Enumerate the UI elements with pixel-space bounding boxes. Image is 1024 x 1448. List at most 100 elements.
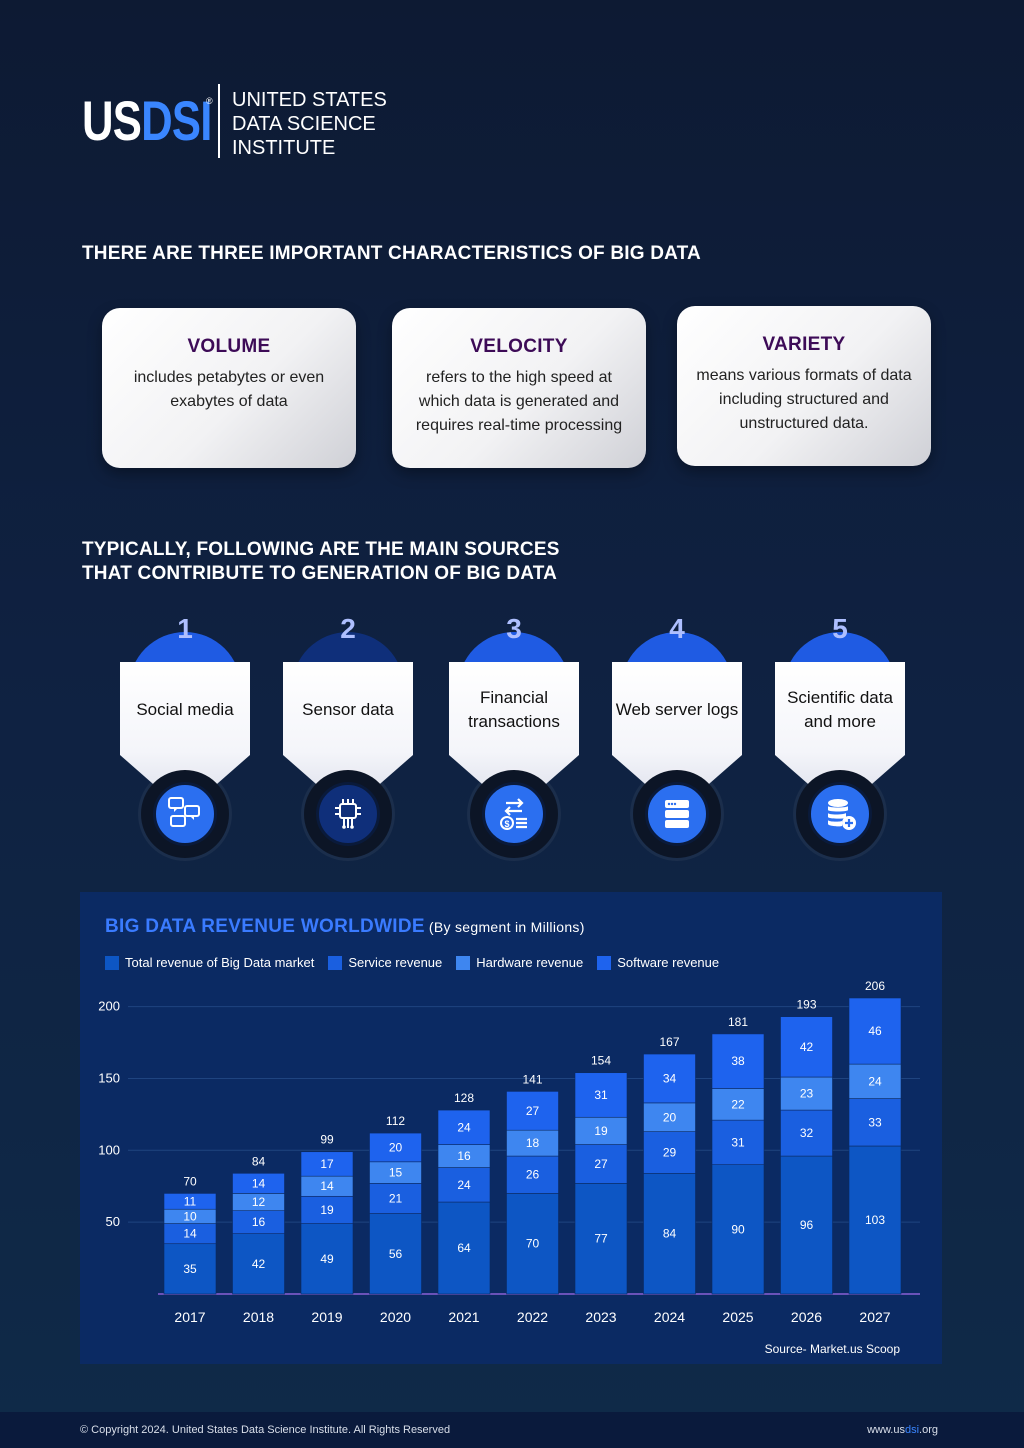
footer-website-link[interactable]: www.usdsi.org bbox=[867, 1424, 938, 1436]
legend-swatch bbox=[456, 955, 471, 970]
bar-segment bbox=[643, 1053, 696, 1104]
bar-value-label: 90 bbox=[731, 1222, 745, 1236]
card-title: VOLUME bbox=[187, 336, 271, 357]
bar-total-label: 70 bbox=[183, 1174, 197, 1188]
source-label: Web server logs bbox=[615, 700, 739, 719]
bar-value-label: 20 bbox=[389, 1140, 403, 1154]
bar-segment bbox=[300, 1223, 354, 1295]
chart-title: BIG DATA REVENUE WORLDWIDE (By segment in… bbox=[105, 916, 585, 938]
bar-segment bbox=[711, 1033, 765, 1089]
bar-total-label: 206 bbox=[865, 979, 885, 993]
source-scientific-data: 5 Scientific data and more bbox=[775, 612, 905, 862]
bar-total-label: 193 bbox=[796, 998, 816, 1012]
bar-segment bbox=[369, 1183, 422, 1214]
characteristics-heading: THERE ARE THREE IMPORTANT CHARACTERISTIC… bbox=[82, 243, 701, 264]
sources-heading: TYPICALLY, FOLLOWING ARE THE MAIN SOURCE… bbox=[82, 538, 560, 586]
bar-value-label: 20 bbox=[663, 1110, 677, 1124]
logo-line-3: INSTITUTE bbox=[232, 137, 336, 159]
bar-value-label: 24 bbox=[457, 1120, 471, 1134]
legend-item: Service revenue bbox=[328, 955, 442, 970]
x-tick-label: 2022 bbox=[517, 1309, 548, 1325]
chat-bubbles-icon bbox=[153, 782, 217, 846]
bar-segment bbox=[232, 1233, 285, 1295]
bar-segment bbox=[163, 1193, 217, 1210]
bar-value-label: 42 bbox=[252, 1257, 266, 1271]
source-label: Social media bbox=[136, 700, 234, 719]
card-body: includes petabytes or even exabytes of d… bbox=[133, 369, 325, 410]
source-label: Sensor data bbox=[302, 700, 394, 719]
bar-segment bbox=[437, 1109, 491, 1145]
bar-segment bbox=[300, 1151, 354, 1177]
bar-value-label: 27 bbox=[526, 1104, 540, 1118]
source-web-server-logs: 4 Web server logs bbox=[612, 612, 742, 862]
bar-value-label: 14 bbox=[183, 1227, 197, 1241]
bar-segment bbox=[780, 1016, 833, 1078]
footer-copyright: © Copyright 2024. United States Data Sci… bbox=[80, 1424, 451, 1436]
money-transfer-icon: $ bbox=[482, 782, 546, 846]
bar-segment bbox=[574, 1116, 628, 1145]
bar-total-label: 141 bbox=[522, 1072, 542, 1086]
card-velocity: VELOCITY refers to the high speed at whi… bbox=[392, 308, 646, 468]
bar-segment bbox=[711, 1119, 765, 1165]
card-title: VARIETY bbox=[762, 334, 846, 355]
bar-total-label: 112 bbox=[386, 1114, 405, 1128]
bar-total-label: 99 bbox=[320, 1133, 334, 1147]
bar-value-label: 24 bbox=[868, 1074, 882, 1088]
bar-value-label: 31 bbox=[594, 1088, 608, 1102]
legend-label: Total revenue of Big Data market bbox=[125, 955, 315, 970]
source-number: 2 bbox=[340, 613, 356, 644]
x-tick-label: 2026 bbox=[791, 1309, 822, 1325]
legend-item: Total revenue of Big Data market bbox=[105, 955, 314, 970]
site-suffix: .org bbox=[919, 1424, 938, 1436]
bar-segment bbox=[711, 1088, 765, 1121]
source-number: 3 bbox=[506, 613, 522, 644]
site-prefix: www.us bbox=[867, 1424, 905, 1436]
bar-value-label: 16 bbox=[457, 1149, 471, 1163]
bar-segment bbox=[643, 1102, 696, 1132]
source-financial-transactions: 3 Financial transactions $ bbox=[449, 612, 579, 862]
bar-value-label: 77 bbox=[594, 1232, 608, 1246]
bar-value-label: 27 bbox=[594, 1157, 608, 1171]
bar-value-label: 46 bbox=[868, 1024, 882, 1038]
source-social-media: 1 Social media bbox=[120, 612, 250, 862]
chart-source: Source- Market.us Scoop bbox=[764, 1342, 900, 1356]
bar-value-label: 34 bbox=[663, 1071, 677, 1085]
bar-value-label: 56 bbox=[389, 1247, 403, 1261]
bar-value-label: 70 bbox=[526, 1237, 540, 1251]
legend-label: Hardware revenue bbox=[476, 955, 584, 970]
bar-segment bbox=[643, 1173, 696, 1295]
bar-segment bbox=[163, 1243, 217, 1295]
card-volume: VOLUME includes petabytes or even exabyt… bbox=[102, 308, 356, 468]
y-tick-label: 200 bbox=[98, 999, 120, 1014]
bar-segment bbox=[574, 1144, 628, 1184]
logo-line-2: DATA SCIENCE bbox=[232, 113, 376, 135]
bar-value-label: 21 bbox=[389, 1191, 403, 1205]
revenue-chart-panel: BIG DATA REVENUE WORLDWIDE (By segment in… bbox=[80, 892, 942, 1364]
card-body: means various formats of data including … bbox=[696, 367, 912, 432]
chart-subtitle: (By segment in Millions) bbox=[428, 919, 585, 935]
bar-segment bbox=[232, 1173, 285, 1194]
bar-value-label: 38 bbox=[731, 1054, 745, 1068]
legend-label: Software revenue bbox=[617, 955, 720, 970]
logo-registered: ® bbox=[206, 96, 213, 106]
x-tick-label: 2018 bbox=[243, 1309, 274, 1325]
bar-value-label: 24 bbox=[457, 1178, 471, 1192]
bar-value-label: 14 bbox=[320, 1179, 334, 1193]
bar-value-label: 17 bbox=[320, 1157, 334, 1171]
x-tick-label: 2021 bbox=[448, 1309, 479, 1325]
bar-total-label: 128 bbox=[454, 1091, 474, 1105]
bar-segment bbox=[300, 1195, 354, 1224]
bar-value-label: 96 bbox=[800, 1218, 814, 1232]
site-highlight: dsi bbox=[904, 1424, 920, 1436]
bar-segment bbox=[848, 1063, 902, 1099]
x-tick-label: 2017 bbox=[174, 1309, 205, 1325]
x-tick-label: 2024 bbox=[654, 1309, 685, 1325]
bar-segment bbox=[711, 1164, 765, 1295]
source-label: Scientific data and more bbox=[787, 688, 893, 731]
source-number: 1 bbox=[177, 613, 193, 644]
logo-divider bbox=[218, 84, 220, 158]
bar-value-label: 26 bbox=[526, 1168, 540, 1182]
legend-item: Software revenue bbox=[597, 955, 719, 970]
bar-value-label: 11 bbox=[184, 1194, 197, 1208]
bar-value-label: 103 bbox=[865, 1213, 885, 1227]
